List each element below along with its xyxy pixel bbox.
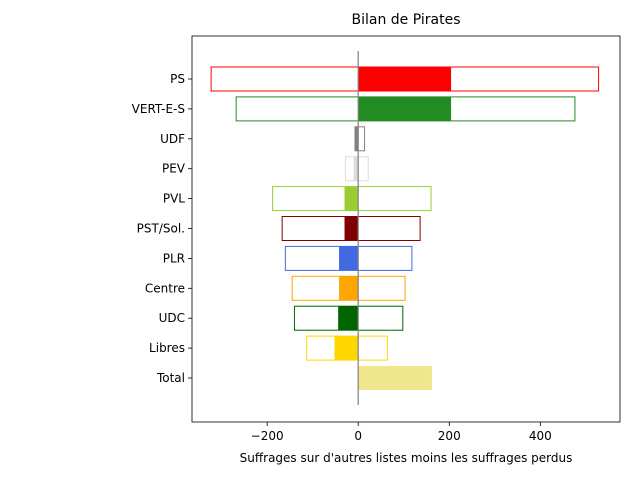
y-tick-label-2: UDF	[160, 132, 185, 146]
filled-bar-10	[358, 366, 432, 390]
x-tick-label-0: −200	[251, 429, 284, 443]
y-tick-label-8: UDC	[159, 311, 185, 325]
y-tick-label-4: PVL	[163, 192, 185, 206]
filled-bar-1	[358, 96, 452, 121]
filled-bar-2	[355, 126, 359, 151]
filled-bar-7	[339, 276, 359, 301]
plot-frame	[191, 35, 621, 423]
x-tick-label-3: 400	[529, 429, 552, 443]
plot-area: PS VERT-E-S UDF PEV PVL PST/Sol. PLR Centre UDC L…	[132, 35, 621, 443]
y-tick-label-5: PST/Sol.	[137, 222, 185, 236]
chart-title: Bilan de Pirates	[352, 12, 461, 28]
filled-bar-6	[339, 246, 359, 271]
filled-bar-8	[338, 306, 359, 331]
filled-bar-0	[358, 67, 452, 91]
filled-bar-3	[353, 156, 359, 181]
x-axis-label: Suffrages sur d'autres listes moins les …	[240, 451, 573, 465]
x-tick-label-2: 200	[438, 429, 461, 443]
y-tick-label-0: PS	[170, 72, 185, 86]
x-tick-label-1: 0	[354, 429, 362, 443]
y-tick-label-10: Total	[156, 371, 185, 385]
y-tick-label-1: VERT-E-S	[132, 102, 185, 116]
filled-bar-5	[344, 216, 359, 241]
y-tick-label-3: PEV	[162, 162, 186, 176]
filled-bar-4	[344, 186, 359, 211]
filled-bar-9	[334, 336, 359, 361]
y-tick-label-6: PLR	[163, 251, 185, 265]
y-tick-label-7: Centre	[145, 281, 185, 295]
y-tick-label-9: Libres	[149, 341, 185, 355]
